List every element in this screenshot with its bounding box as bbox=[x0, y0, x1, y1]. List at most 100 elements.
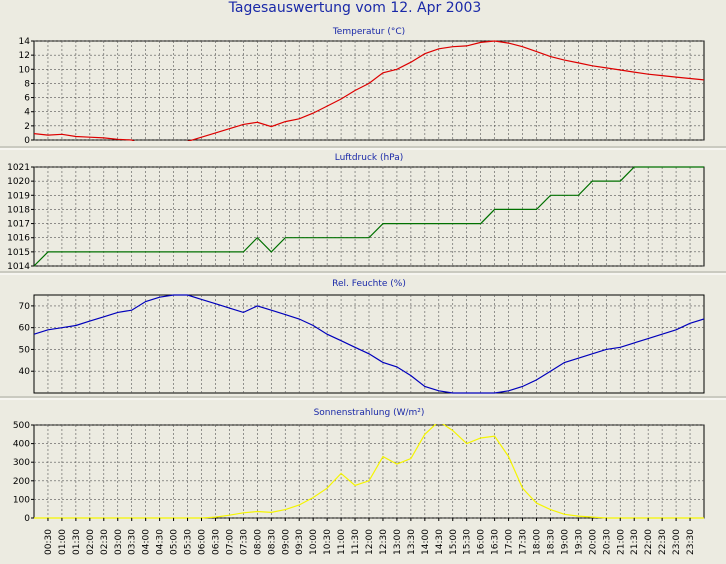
data-point bbox=[103, 251, 105, 253]
data-point bbox=[703, 517, 705, 519]
data-point bbox=[312, 324, 314, 326]
data-point bbox=[521, 208, 523, 210]
data-point bbox=[186, 251, 188, 253]
data-point bbox=[689, 77, 691, 79]
data-point bbox=[47, 251, 49, 253]
data-point bbox=[466, 45, 468, 47]
y-tick-label: 70 bbox=[19, 302, 31, 312]
data-point bbox=[158, 296, 160, 298]
y-tick-label: 8 bbox=[24, 79, 30, 89]
data-point bbox=[228, 514, 230, 516]
y-tick-label: 1019 bbox=[7, 191, 30, 201]
data-point bbox=[270, 511, 272, 513]
x-tick-label: 07:00 bbox=[225, 529, 235, 555]
data-point bbox=[452, 46, 454, 48]
data-point bbox=[563, 361, 565, 363]
data-point bbox=[396, 68, 398, 70]
data-point bbox=[424, 385, 426, 387]
data-point bbox=[647, 73, 649, 75]
data-point bbox=[619, 346, 621, 348]
panel-title: Temperatur (°C) bbox=[332, 27, 405, 37]
x-tick-label: 10:30 bbox=[323, 529, 333, 555]
data-point bbox=[675, 76, 677, 78]
data-point bbox=[493, 435, 495, 437]
data-point bbox=[396, 463, 398, 465]
data-point bbox=[312, 237, 314, 239]
panel-title: Luftdruck (hPa) bbox=[335, 153, 404, 163]
data-point bbox=[312, 112, 314, 114]
data-point bbox=[47, 134, 49, 136]
data-point bbox=[563, 513, 565, 515]
y-tick-label: 200 bbox=[13, 477, 30, 487]
x-tick-label: 10:00 bbox=[309, 529, 319, 555]
data-point bbox=[354, 346, 356, 348]
data-point bbox=[493, 208, 495, 210]
y-tick-label: 100 bbox=[13, 495, 30, 505]
data-point bbox=[591, 65, 593, 67]
data-point bbox=[340, 237, 342, 239]
data-point bbox=[228, 128, 230, 130]
x-tick-label: 14:00 bbox=[421, 529, 431, 555]
panel-title: Sonnenstrahlung (W/m²) bbox=[314, 408, 425, 418]
data-point bbox=[61, 251, 63, 253]
data-point bbox=[382, 222, 384, 224]
data-point bbox=[577, 194, 579, 196]
data-point bbox=[186, 294, 188, 296]
y-tick-label: 6 bbox=[24, 94, 30, 104]
data-point bbox=[89, 136, 91, 138]
data-point bbox=[549, 370, 551, 372]
data-point bbox=[298, 318, 300, 320]
x-tick-label: 21:00 bbox=[616, 529, 626, 555]
x-tick-label: 20:00 bbox=[588, 529, 598, 555]
x-tick-label: 02:30 bbox=[100, 529, 110, 555]
data-point bbox=[493, 40, 495, 42]
data-point bbox=[33, 333, 35, 335]
data-point bbox=[424, 53, 426, 55]
data-point bbox=[228, 251, 230, 253]
x-tick-label: 03:30 bbox=[128, 529, 138, 555]
data-point bbox=[452, 392, 454, 394]
data-point bbox=[410, 222, 412, 224]
data-point bbox=[61, 133, 63, 135]
x-tick-label: 22:30 bbox=[658, 529, 668, 555]
data-point bbox=[521, 487, 523, 489]
data-point bbox=[228, 307, 230, 309]
data-point bbox=[103, 137, 105, 139]
x-tick-label: 06:30 bbox=[211, 529, 221, 555]
data-point bbox=[507, 455, 509, 457]
x-tick-label: 23:00 bbox=[672, 529, 682, 555]
data-point bbox=[214, 303, 216, 305]
data-point bbox=[396, 222, 398, 224]
data-point bbox=[242, 512, 244, 514]
data-point bbox=[507, 390, 509, 392]
y-tick-label: 0 bbox=[24, 136, 30, 146]
chart-panel-2: 1014 1015 1016 1017 1018 1019 1020 1021 Luftdruc… bbox=[0, 153, 726, 275]
data-point bbox=[298, 118, 300, 120]
data-point bbox=[549, 508, 551, 510]
x-tick-label: 12:30 bbox=[379, 529, 389, 555]
data-point bbox=[75, 324, 77, 326]
y-tick-label: 50 bbox=[19, 345, 31, 355]
data-point bbox=[577, 515, 579, 517]
x-tick-label: 16:00 bbox=[477, 529, 487, 555]
data-point bbox=[661, 74, 663, 76]
data-point bbox=[480, 437, 482, 439]
data-point bbox=[591, 516, 593, 518]
x-tick-label: 16:30 bbox=[491, 529, 501, 555]
x-tick-label: 15:00 bbox=[449, 529, 459, 555]
y-tick-label: 1015 bbox=[7, 248, 30, 258]
y-tick-label: 1018 bbox=[7, 205, 30, 215]
y-tick-label: 1014 bbox=[7, 262, 30, 272]
data-point bbox=[33, 517, 35, 519]
data-point bbox=[242, 123, 244, 125]
data-point bbox=[535, 379, 537, 381]
data-point bbox=[633, 342, 635, 344]
data-point bbox=[284, 508, 286, 510]
x-tick-label: 19:00 bbox=[560, 529, 570, 555]
data-point bbox=[605, 348, 607, 350]
chart-panel-1: 0 2 4 6 8 10 12 14 Temperatur (°C) bbox=[0, 27, 726, 150]
data-point bbox=[452, 429, 454, 431]
x-tick-label: 18:00 bbox=[533, 529, 543, 555]
x-tick-label: 18:30 bbox=[546, 529, 556, 555]
